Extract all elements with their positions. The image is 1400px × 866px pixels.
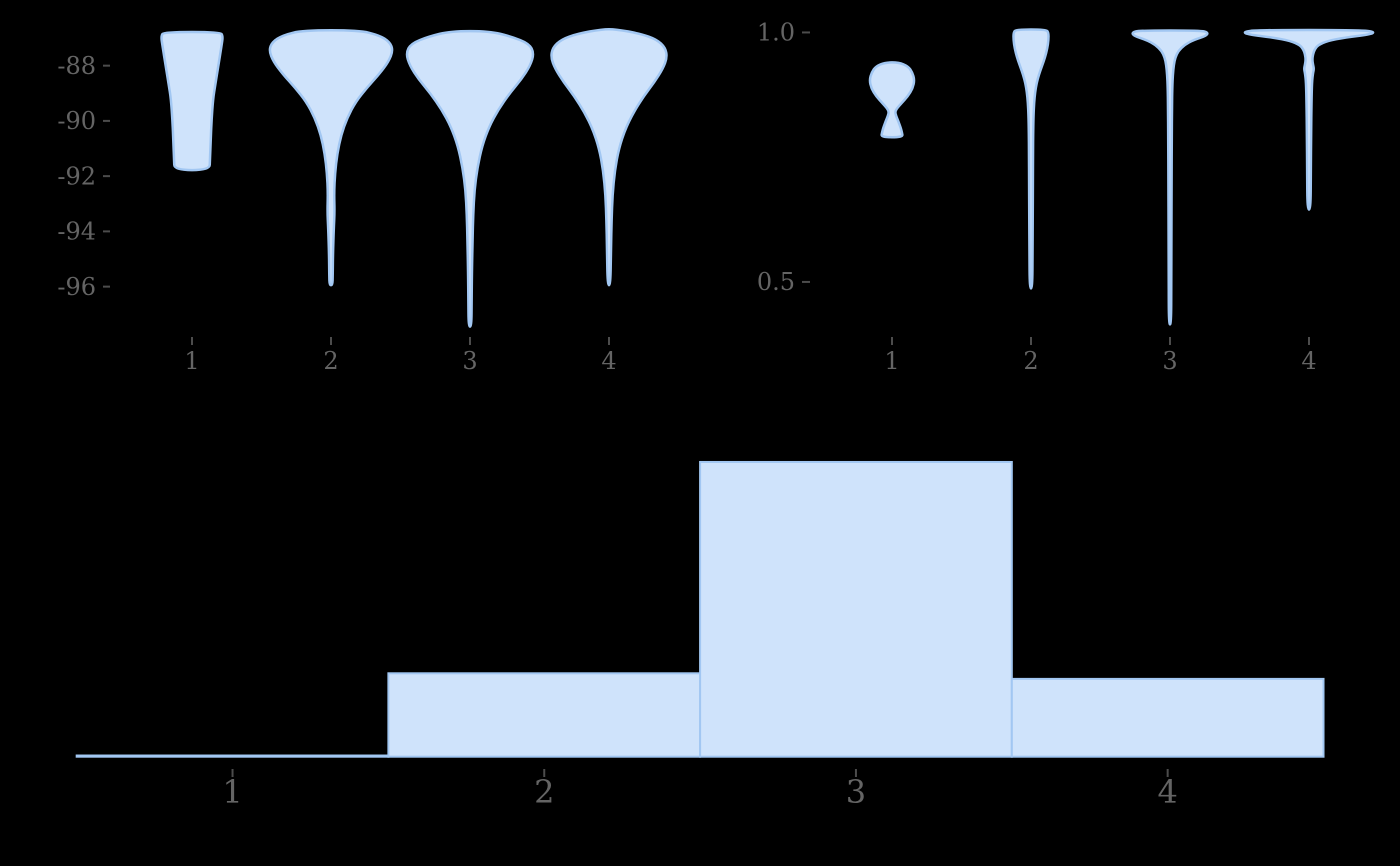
y-tick-label: 0.5	[757, 268, 795, 296]
violin-shape-x4	[550, 27, 668, 287]
y-tick-label: -88	[57, 52, 96, 80]
x-tick-label: 4	[1301, 347, 1316, 375]
x-tick-label: 1	[184, 347, 199, 375]
x-tick-label: 2	[323, 347, 338, 375]
histogram-bar-x4	[1010, 677, 1325, 758]
violin-shape-x2	[268, 29, 394, 287]
violin-panel-left: 1 2 3 4 -88 -90 -92 -94 -96	[57, 27, 668, 375]
violin-shape-x2	[1012, 28, 1050, 290]
violin-panel-right: 1 2 3 4 1.0 0.5	[757, 19, 1375, 375]
histogram-bar-x2	[387, 672, 702, 758]
violin-shape-x1	[868, 61, 916, 139]
x-tick-label: 4	[601, 347, 616, 375]
histogram-panel-bottom: 1 2 3 4	[75, 460, 1325, 811]
y-tick-label: -92	[57, 162, 96, 190]
histogram-bar-x1	[75, 754, 390, 758]
y-tick-label: -90	[57, 107, 96, 135]
x-tick-label: 1	[884, 347, 899, 375]
x-tick-label: 3	[462, 347, 477, 375]
violin-shape-x4	[1243, 28, 1375, 211]
x-tick-label: 2	[1023, 347, 1038, 375]
y-tick-label: 1.0	[757, 19, 795, 47]
violin-shape-x3	[1131, 29, 1209, 326]
x-tick-label: 1	[222, 773, 242, 811]
x-tick-label: 3	[846, 773, 866, 811]
y-tick-label: -94	[57, 218, 96, 246]
violin-shape-x1	[160, 30, 224, 172]
histogram-bar-x3	[699, 460, 1013, 758]
x-tick-label: 3	[1162, 347, 1177, 375]
x-tick-label: 4	[1157, 773, 1177, 811]
x-tick-label: 2	[534, 773, 554, 811]
y-tick-label: -96	[57, 273, 96, 301]
violin-shape-x3	[405, 29, 535, 328]
